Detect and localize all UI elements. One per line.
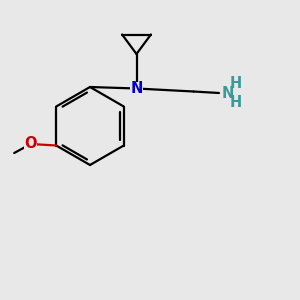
Text: H: H bbox=[230, 76, 242, 92]
Bar bbox=[24, 137, 37, 151]
Text: N: N bbox=[221, 85, 234, 100]
Text: N: N bbox=[130, 81, 143, 96]
Text: O: O bbox=[25, 136, 37, 152]
Text: H: H bbox=[230, 94, 242, 110]
Bar bbox=[130, 82, 143, 95]
